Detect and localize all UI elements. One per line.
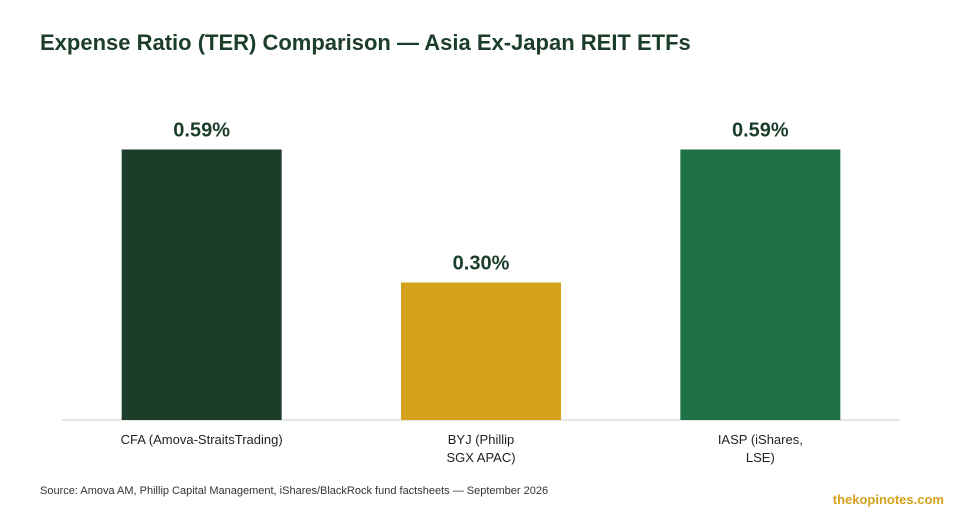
category-labels-group: CFA (Amova-StraitsTrading) BYJ (Phillip SG… [121,432,803,465]
category-label-3: IASP (iShares, LSE) [718,432,803,465]
bar-3 [680,149,841,420]
chart-title: Expense Ratio (TER) Comparison — Asia Ex… [40,30,691,55]
value-label-1: 0.59% [173,120,230,142]
brand-watermark: thekopinotes.com [832,492,944,507]
source-note: Source: Amova AM, Phillip Capital Manage… [40,485,549,497]
bar-1 [121,149,282,420]
value-labels-group: 0.59% 0.30% 0.59% [173,120,789,275]
category-label-2: BYJ (Phillip SGX APAC) [446,432,515,465]
bar-2 [401,282,561,420]
bar-chart: 0.59% 0.30% 0.59% CFA (Amova-StraitsTradin… [62,120,900,465]
value-label-3: 0.59% [732,120,789,142]
value-label-2: 0.30% [453,252,510,274]
category-label-1: CFA (Amova-StraitsTrading) [121,432,283,447]
bars-group [121,149,841,420]
